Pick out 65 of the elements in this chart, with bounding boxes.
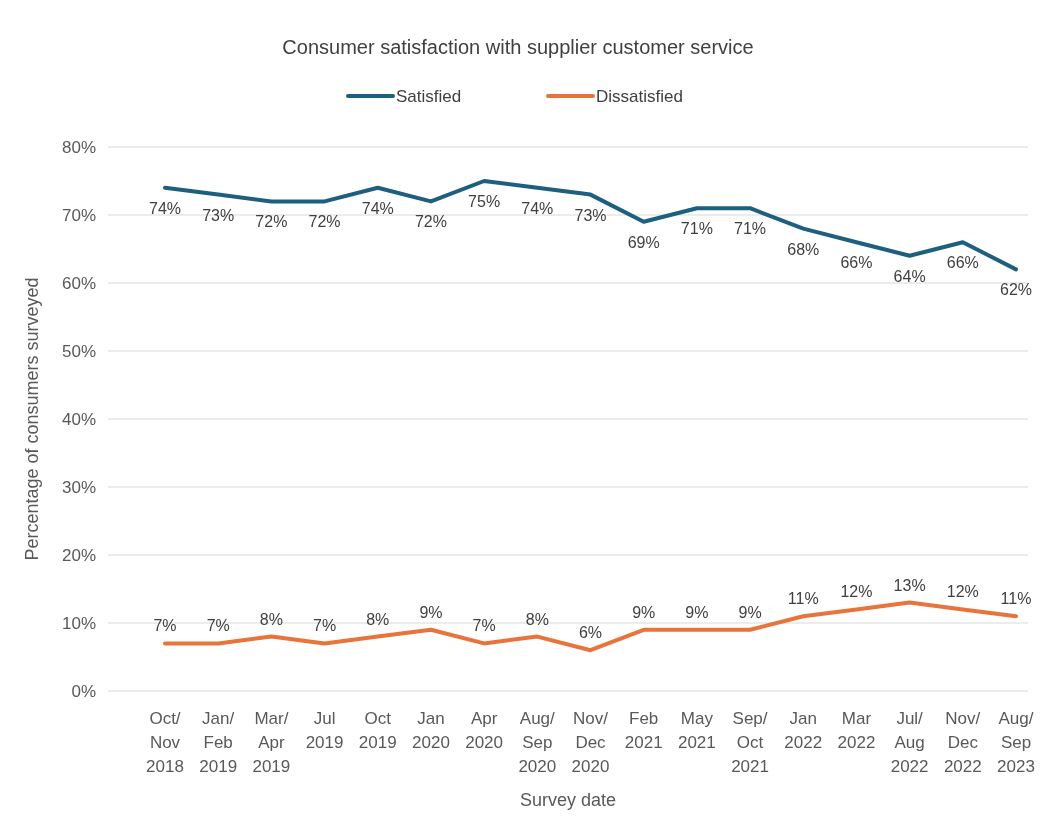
x-tick-label: Mar/ Apr 2019 bbox=[252, 709, 291, 776]
data-label: 8% bbox=[366, 610, 390, 628]
data-label: 73% bbox=[202, 206, 235, 224]
data-label: 6% bbox=[578, 624, 603, 642]
data-label: 9% bbox=[632, 603, 656, 621]
data-label: 7% bbox=[472, 617, 496, 635]
data-label: 68% bbox=[787, 240, 820, 258]
data-label: 66% bbox=[946, 254, 979, 272]
x-tick-label: Feb 2021 bbox=[624, 709, 663, 752]
data-label: 8% bbox=[259, 610, 283, 628]
x-tick-label: Sep/ Oct 2021 bbox=[731, 709, 769, 776]
data-label: 74% bbox=[521, 199, 554, 217]
data-label: 69% bbox=[627, 233, 660, 251]
legend-label: Dissatisfied bbox=[596, 87, 683, 106]
data-label: 11% bbox=[787, 590, 819, 608]
x-tick-label: Oct 2019 bbox=[358, 709, 397, 752]
y-tick-label: 50% bbox=[61, 342, 96, 361]
x-tick-label: Jul 2019 bbox=[305, 709, 344, 752]
x-tick-label: Aug/ Sep 2020 bbox=[518, 709, 557, 776]
data-label: 9% bbox=[738, 603, 762, 621]
x-tick-label: Oct/ Nov 2018 bbox=[146, 709, 184, 776]
y-tick-label: 70% bbox=[61, 206, 96, 225]
data-label: 74% bbox=[148, 199, 182, 217]
data-label: 7% bbox=[313, 617, 337, 635]
x-tick-label: Jan 2022 bbox=[784, 709, 823, 752]
data-label: 75% bbox=[468, 193, 501, 210]
data-label: 12% bbox=[946, 583, 979, 601]
data-label: 11% bbox=[1000, 590, 1032, 608]
data-label: 66% bbox=[840, 254, 873, 272]
x-tick-label: May 2021 bbox=[677, 709, 716, 752]
x-tick-label: Aug/ Sep 2023 bbox=[997, 709, 1035, 776]
data-label: 71% bbox=[734, 220, 767, 238]
data-label: 72% bbox=[255, 213, 288, 231]
data-label: 72% bbox=[414, 213, 447, 231]
y-tick-label: 10% bbox=[61, 614, 96, 633]
data-label: 62% bbox=[999, 281, 1033, 299]
y-tick-label: 40% bbox=[61, 410, 96, 429]
y-tick-label: 30% bbox=[61, 478, 96, 497]
chart-title: Consumer satisfaction with supplier customer service bbox=[282, 36, 754, 58]
y-tick-label: 20% bbox=[61, 546, 96, 565]
data-label: 7% bbox=[153, 617, 177, 635]
y-tick-label: 80% bbox=[61, 138, 96, 157]
legend-label: Satisfied bbox=[396, 87, 462, 106]
x-tick-label: Nov/ Dec 2022 bbox=[943, 709, 982, 776]
x-tick-label: Jan 2020 bbox=[412, 709, 450, 752]
y-axis-title: Percentage of consumers surveyed bbox=[22, 277, 42, 561]
x-tick-label: Jul/ Aug 2022 bbox=[890, 709, 929, 776]
data-label: 8% bbox=[525, 610, 549, 628]
y-tick-label: 0% bbox=[71, 682, 96, 701]
data-label: 72% bbox=[308, 213, 341, 231]
data-label: 64% bbox=[893, 267, 926, 285]
data-label: 9% bbox=[685, 603, 709, 621]
x-axis-title: Survey date bbox=[519, 790, 617, 810]
data-label: 74% bbox=[361, 199, 394, 217]
x-tick-label: Mar 2022 bbox=[837, 709, 876, 752]
data-label: 13% bbox=[893, 576, 926, 594]
x-tick-label: Nov/ Dec 2020 bbox=[571, 709, 610, 776]
data-label: 7% bbox=[206, 617, 230, 635]
y-tick-label: 60% bbox=[61, 274, 96, 293]
data-label: 71% bbox=[680, 220, 713, 238]
x-tick-label: Jan/ Feb 2019 bbox=[199, 709, 238, 776]
x-tick-label: Apr 2020 bbox=[465, 709, 504, 752]
data-label: 9% bbox=[419, 603, 443, 621]
data-label: 12% bbox=[840, 583, 873, 601]
data-label: 73% bbox=[574, 206, 607, 224]
